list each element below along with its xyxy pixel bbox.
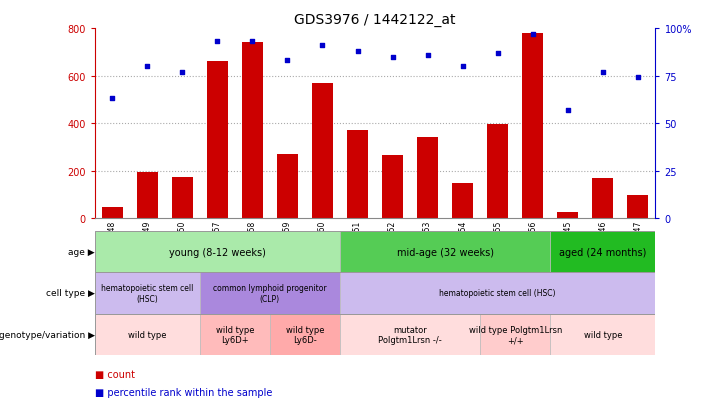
Bar [95, 314, 200, 355]
Bar [340, 273, 655, 314]
Point [632, 75, 644, 82]
Bar [242, 43, 263, 219]
Bar [95, 314, 655, 355]
Bar [312, 83, 333, 219]
Text: aged (24 months): aged (24 months) [559, 247, 646, 257]
Point [317, 43, 328, 49]
Text: cell type ▶: cell type ▶ [46, 289, 95, 298]
Point [457, 64, 468, 70]
Bar [522, 33, 543, 219]
Point [562, 107, 573, 114]
Bar [347, 131, 368, 219]
Title: GDS3976 / 1442122_at: GDS3976 / 1442122_at [294, 12, 456, 26]
Text: genotype/variation ▶: genotype/variation ▶ [0, 330, 95, 339]
Text: common lymphoid progenitor
(CLP): common lymphoid progenitor (CLP) [213, 284, 327, 303]
Bar [340, 314, 480, 355]
Bar [627, 195, 648, 219]
Bar [550, 314, 655, 355]
Bar [277, 155, 298, 219]
Point [177, 69, 188, 76]
Bar [102, 207, 123, 219]
Bar [452, 184, 473, 219]
Text: mutator
Polgtm1Lrsn -/-: mutator Polgtm1Lrsn -/- [379, 325, 442, 344]
Point [212, 39, 223, 45]
Text: hematopoietic stem cell
(HSC): hematopoietic stem cell (HSC) [101, 284, 193, 303]
Bar [382, 156, 403, 219]
Bar [487, 125, 508, 219]
Bar [95, 231, 340, 273]
Point [282, 58, 293, 64]
Text: wild type
Ly6D-: wild type Ly6D- [286, 325, 324, 344]
Bar [95, 273, 200, 314]
Bar [557, 212, 578, 219]
Text: age ▶: age ▶ [68, 247, 95, 256]
Bar [480, 314, 550, 355]
Bar [95, 273, 655, 314]
Text: wild type: wild type [128, 330, 166, 339]
Bar [137, 173, 158, 219]
Text: young (8-12 weeks): young (8-12 weeks) [169, 247, 266, 257]
Point [492, 50, 503, 57]
Text: wild type Polgtm1Lrsn
+/+: wild type Polgtm1Lrsn +/+ [468, 325, 562, 344]
Bar [200, 314, 270, 355]
Bar [95, 231, 655, 273]
Text: ■ percentile rank within the sample: ■ percentile rank within the sample [95, 387, 272, 397]
Text: hematopoietic stem cell (HSC): hematopoietic stem cell (HSC) [440, 289, 556, 298]
Bar [207, 62, 228, 219]
Point [597, 69, 608, 76]
Bar [340, 231, 550, 273]
Point [142, 64, 153, 70]
Bar [417, 138, 438, 219]
Bar [270, 314, 340, 355]
Text: wild type
Ly6D+: wild type Ly6D+ [216, 325, 254, 344]
Bar [200, 273, 340, 314]
Point [422, 52, 433, 59]
Text: wild type: wild type [584, 330, 622, 339]
Bar [592, 179, 613, 219]
Bar [550, 231, 655, 273]
Point [107, 96, 118, 102]
Text: mid-age (32 weeks): mid-age (32 weeks) [397, 247, 494, 257]
Point [387, 54, 398, 61]
Point [527, 31, 538, 38]
Point [247, 39, 258, 45]
Bar [172, 177, 193, 219]
Text: ■ count: ■ count [95, 369, 135, 379]
Point [352, 48, 363, 55]
